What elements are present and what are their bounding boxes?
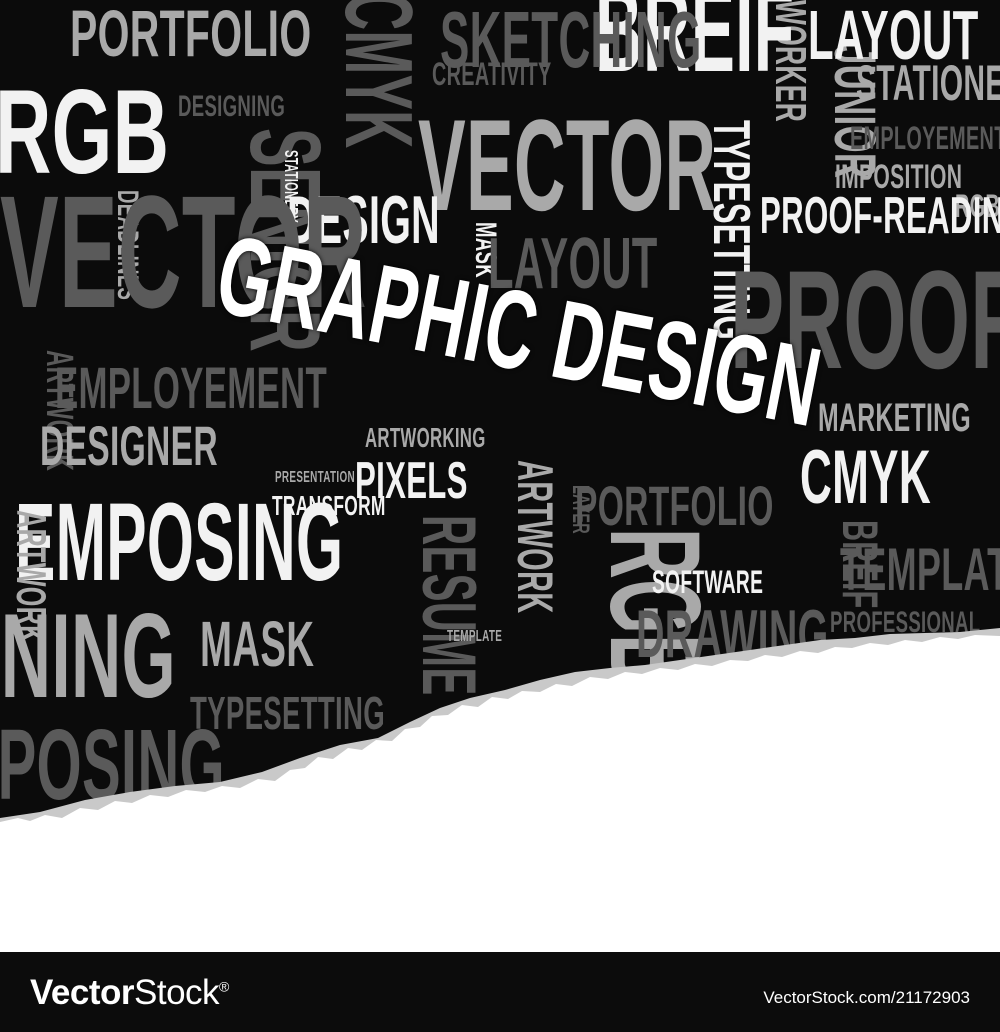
cloud-word: PROOF-READING xyxy=(760,187,1000,245)
cloud-word: SOFTWARE xyxy=(652,564,764,600)
cloud-word: TEMPLATE xyxy=(447,628,503,645)
cloud-word: VECTOR xyxy=(0,162,367,341)
cloud-word: DESIGNING xyxy=(178,90,286,123)
torn-paper xyxy=(0,628,1000,952)
cloud-word: TRANSFORM xyxy=(272,490,386,521)
torn-paper-sheet xyxy=(0,635,1000,952)
cloud-word: BREIF xyxy=(595,0,795,97)
logo-light: Stock xyxy=(134,973,220,1012)
cloud-word: MARKETING xyxy=(818,396,971,440)
cloud-word: SKETCHING xyxy=(440,0,702,84)
cloud-word: DESIGNER xyxy=(40,414,218,477)
image-id-text: VectorStock.com/21172903 xyxy=(763,988,970,1007)
cloud-word: MASK xyxy=(200,608,315,680)
artwork: PORTFOLIO RGB DESIGNING SENIOR DEADLINES CMYK… xyxy=(0,0,1000,952)
cloud-word: STATIONERY xyxy=(856,55,1000,111)
registered-mark: ® xyxy=(219,978,229,995)
cloud-word: TEMPLATE xyxy=(840,536,1000,603)
cloud-word: CREATIVITY xyxy=(432,56,552,92)
cloud-word: PIXELS xyxy=(355,452,468,510)
cloud-word: LAYOUT xyxy=(808,0,979,74)
cloud-word: SIGNING xyxy=(0,589,176,723)
cloud-word: VECTOR xyxy=(418,92,717,238)
cloud-word: RGB xyxy=(0,65,170,199)
cloud-word: TYPESETTING xyxy=(190,687,385,739)
cloud-word: EMPLOYEMENT xyxy=(55,356,328,421)
footer-bar: VectorStock® VectorStock.com/21172903 xyxy=(0,952,1000,1032)
cloud-word: EMPOSING xyxy=(15,481,344,604)
cloud-word: CMYK xyxy=(800,435,931,520)
cloud-word: PRESENTATION xyxy=(275,469,355,486)
cloud-word: EMPLOYEMENT xyxy=(850,120,1000,156)
cloud-word: IMPOSITION xyxy=(835,158,963,196)
cloud-word: DESIGN xyxy=(287,182,440,258)
cloud-word: PROOF xyxy=(730,241,1000,398)
logo-bold: Vector xyxy=(30,973,135,1012)
cloud-word: PORTFOLIO xyxy=(70,0,312,70)
cloud-word: ARTWORKING xyxy=(365,422,486,453)
vectorstock-logo: VectorStock® xyxy=(30,973,229,1013)
cloud-word: RGB xyxy=(955,188,1000,224)
cloud-word: PORTFOLIO xyxy=(575,474,774,537)
cloud-word: LAYOUT xyxy=(488,224,658,304)
